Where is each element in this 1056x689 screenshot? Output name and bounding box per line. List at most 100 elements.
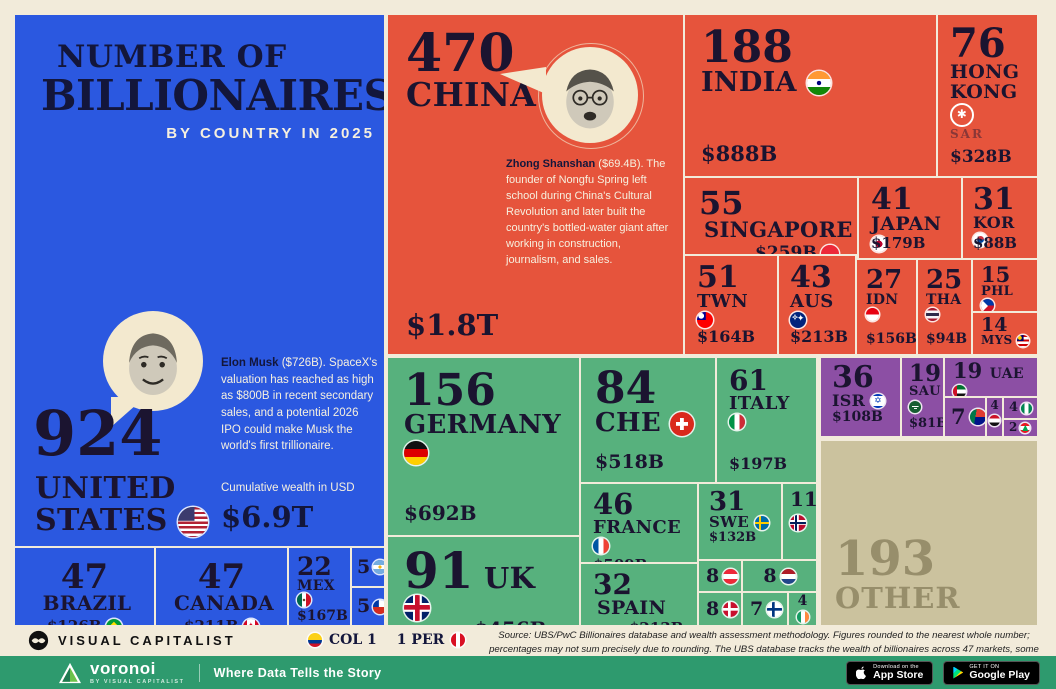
mexico-wealth: $167B <box>297 608 348 625</box>
mexico-flag-icon <box>297 593 311 608</box>
germany-count: 156 <box>404 365 496 416</box>
cell-saudi-arabia: 19 SAU $81B <box>901 357 944 437</box>
peru-flag-icon <box>451 633 466 647</box>
ireland-count: 4 <box>797 593 808 609</box>
cell-brazil: 47 BRAZIL $126B <box>14 547 155 626</box>
korea-label: KOR <box>973 214 1027 249</box>
france-count: 46 <box>593 487 634 521</box>
japan-flag-icon <box>871 236 887 253</box>
voronoi-wordmark: voronoi <box>90 659 156 678</box>
cumulative-value: $6.9T <box>221 499 314 534</box>
switzerland-count: 84 <box>595 363 657 414</box>
malaysia-label: MYS <box>981 334 1029 347</box>
indonesia-flag-icon <box>866 307 879 321</box>
cell-singapore: 55 SINGAPORE $259B <box>684 177 858 255</box>
zhong-speech-tail <box>500 67 546 94</box>
usa-count: 924 <box>33 397 163 470</box>
cell-japan: 41 JAPAN $179B <box>858 177 962 259</box>
china-wealth: $1.8T <box>406 308 499 342</box>
israel-flag-icon <box>871 394 886 408</box>
google-play-line2: Google Play <box>969 668 1030 681</box>
zhong-body: The founder of Nongfu Spring left school… <box>506 158 669 266</box>
musk-networth: ($726B). <box>281 357 326 369</box>
australia-count: 43 <box>790 260 832 295</box>
singapore-label: SINGAPORE <box>704 217 853 242</box>
colombia-flag-icon <box>308 633 322 647</box>
apple-logo-icon <box>856 666 867 679</box>
uae-flag-icon <box>953 385 966 396</box>
cell-philippines: 15 PHL <box>972 259 1038 312</box>
cell-denmark: 8 <box>698 592 742 626</box>
cell-lebanon: 2 <box>1003 419 1038 437</box>
cumulative-wealth: Cumulative wealth in USD $6.9T <box>221 481 355 534</box>
zhong-networth: ($69.4B). <box>598 158 644 170</box>
france-label: FRANCE <box>593 518 685 557</box>
korea-count: 31 <box>973 182 1015 217</box>
google-play-badge[interactable]: GET IT ON Google Play <box>943 660 1040 685</box>
voronoi-tagline: Where Data Tells the Story <box>213 665 382 680</box>
cell-india: 188 INDIA $888B <box>684 14 937 177</box>
uk-count: 91 <box>404 541 474 600</box>
india-count: 188 <box>701 22 793 73</box>
germany-flag-icon <box>404 441 428 466</box>
hong-kong-count: 76 <box>950 20 1006 67</box>
mexico-count: 22 <box>297 552 332 581</box>
philippines-label: PHL <box>981 285 1029 311</box>
spain-wealth: $213B <box>629 619 683 625</box>
austria-flag-icon <box>723 568 739 584</box>
singapore-flag-icon <box>821 244 840 254</box>
cell-switzerland: 84 CHE $518B <box>580 357 716 483</box>
treemap-legend: COL 1 1 PER <box>308 632 466 648</box>
footer-strip: VISUAL CAPITALIST COL 1 1 PER Source: UB… <box>0 626 1056 669</box>
visual-capitalist-brand: VISUAL CAPITALIST <box>28 630 236 651</box>
sweden-wealth: $132B <box>709 530 757 546</box>
chile-flag-icon <box>373 599 384 614</box>
legend-colombia: COL 1 <box>329 632 377 648</box>
thailand-count: 25 <box>926 265 963 295</box>
title-line1: NUMBER OF <box>57 39 287 75</box>
google-play-logo-icon <box>953 666 964 679</box>
lebanon-count: 2 <box>1009 420 1018 435</box>
japan-wealth: $179B <box>871 234 926 252</box>
cell-malaysia: 14 MYS <box>972 312 1038 355</box>
cell-austria: 8 <box>698 560 742 592</box>
egypt-count: 4 <box>990 398 999 412</box>
taiwan-wealth: $164B <box>697 327 756 346</box>
zhong-annotation: Zhong Shanshan ($69.4B). The founder of … <box>506 157 676 269</box>
indonesia-label: IDN <box>866 292 907 322</box>
indonesia-count: 27 <box>866 265 903 295</box>
cumulative-label: Cumulative wealth in USD <box>221 482 355 494</box>
taiwan-flag-icon <box>697 312 713 329</box>
cell-norway: 11 <box>782 483 817 560</box>
south-korea-flag-icon <box>973 232 987 247</box>
ireland-flag-icon <box>796 611 809 624</box>
title-line2: BILLIONAIRES <box>41 71 385 120</box>
cell-ireland: 4 <box>788 592 817 626</box>
italy-flag-icon <box>729 414 745 431</box>
denmark-count: 8 <box>706 597 720 620</box>
indonesia-wealth: $156B <box>866 331 917 347</box>
cell-israel: 36 ISR $108B <box>820 357 901 437</box>
cell-thailand: 25 THA $94B <box>917 259 972 355</box>
zhong-shanshan-portrait <box>546 51 634 139</box>
cell-finland: 7 <box>742 592 788 626</box>
finland-flag-icon <box>767 601 783 617</box>
philippines-flag-icon <box>981 298 994 311</box>
brazil-wealth: $126B <box>47 617 101 625</box>
thailand-flag-icon <box>926 307 939 321</box>
title-subtitle: BY COUNTRY IN 2025 <box>166 125 375 142</box>
netherlands-flag-icon <box>780 568 796 584</box>
cell-uae: 19 UAE $169B <box>944 357 1038 397</box>
norway-count: 11 <box>790 487 817 511</box>
japan-label: JAPAN <box>871 214 949 255</box>
cell-china: 470 CHINA Zhong Shanshan ($69.4B). The f… <box>387 14 684 355</box>
singapore-wealth: $259B <box>755 243 817 255</box>
nigeria-flag-icon <box>1021 402 1033 414</box>
app-store-badge[interactable]: Download on the App Store <box>846 660 934 685</box>
sweden-count: 31 <box>709 487 746 517</box>
uae-label: UAE <box>989 366 1024 382</box>
australia-label: AUS <box>790 292 844 331</box>
malaysia-count: 14 <box>981 314 1008 336</box>
cell-canada: 47 CANADA $211B <box>155 547 288 626</box>
